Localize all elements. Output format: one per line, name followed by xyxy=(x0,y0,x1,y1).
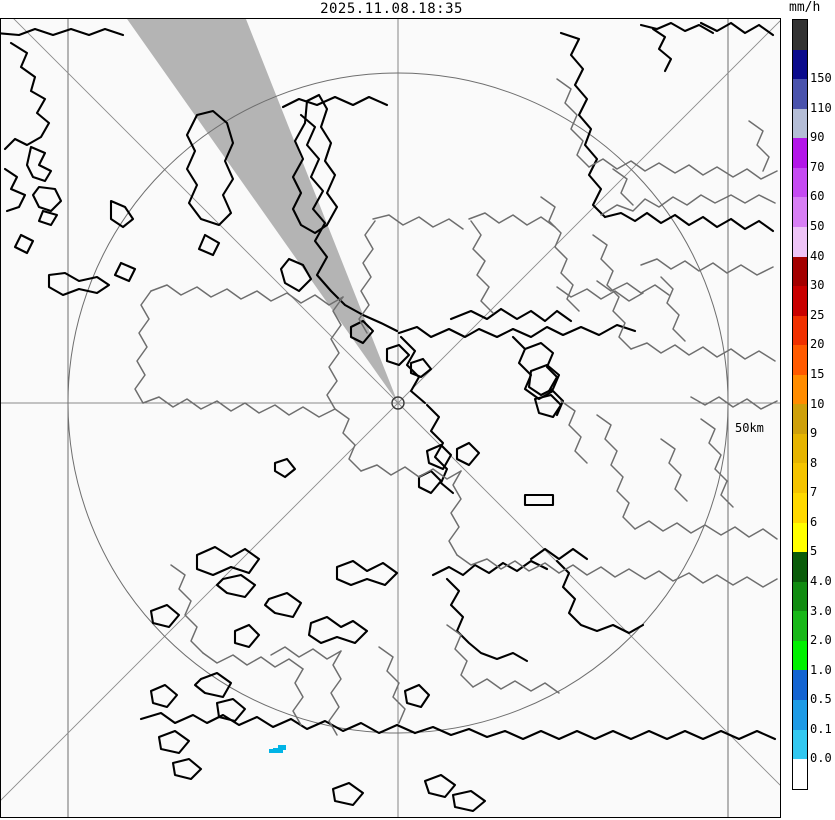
legend-band xyxy=(793,374,807,405)
legend-band xyxy=(793,759,807,789)
legend-tick-label: 70 xyxy=(810,159,825,174)
legend-tick-label: 150 xyxy=(810,71,832,86)
beam-blockage-sector xyxy=(127,19,398,403)
legend-tick-label: 110 xyxy=(810,100,832,115)
legend-tick-label: 90 xyxy=(810,130,825,145)
legend-band xyxy=(793,286,807,316)
legend-band xyxy=(793,640,807,671)
legend-tick-label: 9 xyxy=(810,426,818,441)
legend-band xyxy=(793,256,807,287)
legend-tick-label: 6 xyxy=(810,514,818,529)
legend-tick-label: 60 xyxy=(810,189,825,204)
legend-tick-label: 20 xyxy=(810,337,825,352)
radar-map-svg xyxy=(1,19,780,817)
legend-band xyxy=(793,522,807,553)
legend-tick-label: 4.0 xyxy=(810,573,832,588)
legend-band xyxy=(793,611,807,641)
radar-map-panel[interactable]: 50km xyxy=(0,18,781,818)
legend-band xyxy=(793,345,807,375)
legend-tick-label: 30 xyxy=(810,278,825,293)
graticule-grid xyxy=(1,19,780,817)
legend-band xyxy=(793,226,807,257)
timestamp-title: 2025.11.08.18:35 xyxy=(0,0,783,18)
radar-radials xyxy=(1,19,780,817)
legend-tick-label: 10 xyxy=(810,396,825,411)
legend-tick-label: 7 xyxy=(810,485,818,500)
color-scale-legend: mm/h 150 110 90 70 60 50 40 30 25 20 15 10 9 8 7 6 5 4.0 3… xyxy=(783,0,835,820)
legend-tick-label: 0.5 xyxy=(810,692,832,707)
legend-band xyxy=(793,20,807,50)
legend-band xyxy=(793,463,807,493)
legend-tick-label: 40 xyxy=(810,248,825,263)
legend-band xyxy=(793,315,807,346)
legend-tick-label: 1.0 xyxy=(810,662,832,677)
admin-boundaries xyxy=(134,78,778,736)
legend-tick-label: 5 xyxy=(810,544,818,559)
legend-tick-label: 8 xyxy=(810,455,818,470)
legend-band xyxy=(793,197,807,227)
legend-band xyxy=(793,108,807,139)
legend-tick-label: 25 xyxy=(810,307,825,322)
legend-band xyxy=(793,699,807,730)
radar-echoes xyxy=(269,745,286,753)
legend-tick-label: 50 xyxy=(810,219,825,234)
legend-unit-label: mm/h xyxy=(789,0,821,15)
legend-tick-label: 0.0 xyxy=(810,751,832,766)
legend-band xyxy=(793,729,807,760)
legend-tick-label: 3.0 xyxy=(810,603,832,618)
legend-band xyxy=(793,581,807,612)
legend-band xyxy=(793,493,807,523)
legend-band xyxy=(793,670,807,700)
legend-color-bar xyxy=(792,19,808,790)
legend-band xyxy=(793,433,807,464)
legend-tick-labels: 150 110 90 70 60 50 40 30 25 20 15 10 9 8 7 6 5 4.0 3.0 2.0… xyxy=(810,19,835,790)
legend-tick-label: 2.0 xyxy=(810,633,832,648)
legend-band xyxy=(793,79,807,109)
legend-band xyxy=(793,404,807,434)
legend-band xyxy=(793,138,807,168)
legend-tick-label: 15 xyxy=(810,366,825,381)
legend-band xyxy=(793,552,807,582)
legend-tick-label: 0.1 xyxy=(810,721,832,736)
legend-band xyxy=(793,167,807,198)
range-ring-label: 50km xyxy=(734,421,765,435)
coastlines xyxy=(1,21,777,813)
legend-band xyxy=(793,49,807,80)
